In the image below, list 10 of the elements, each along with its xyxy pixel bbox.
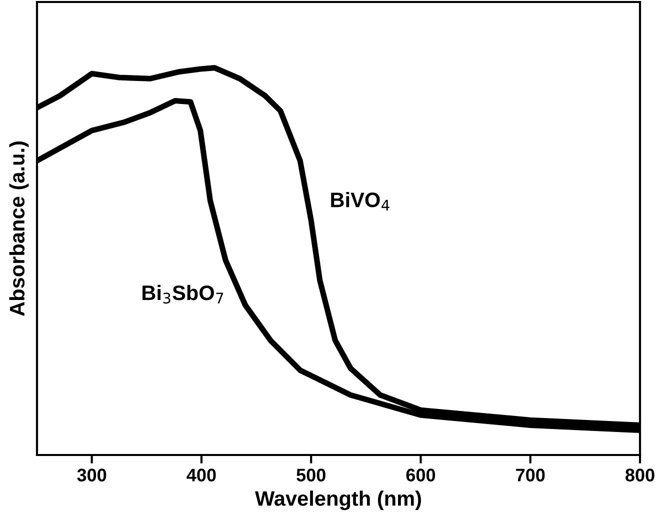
series-label: BiVO$_{4}$: [331, 192, 390, 211]
x-tick-label: 800: [626, 468, 654, 482]
x-tick-label: 500: [296, 468, 326, 482]
x-tick-label: 600: [406, 468, 436, 482]
x-axis-title: Wavelength (nm): [255, 490, 421, 510]
series-label: Bi$_{3}$SbO$_{7}$: [142, 284, 224, 304]
x-tick-label: 400: [186, 468, 216, 482]
x-tick-label: 300: [77, 468, 106, 482]
x-tick-label: 700: [516, 468, 545, 482]
y-axis-title: Absorbance (a.u.): [9, 142, 29, 316]
